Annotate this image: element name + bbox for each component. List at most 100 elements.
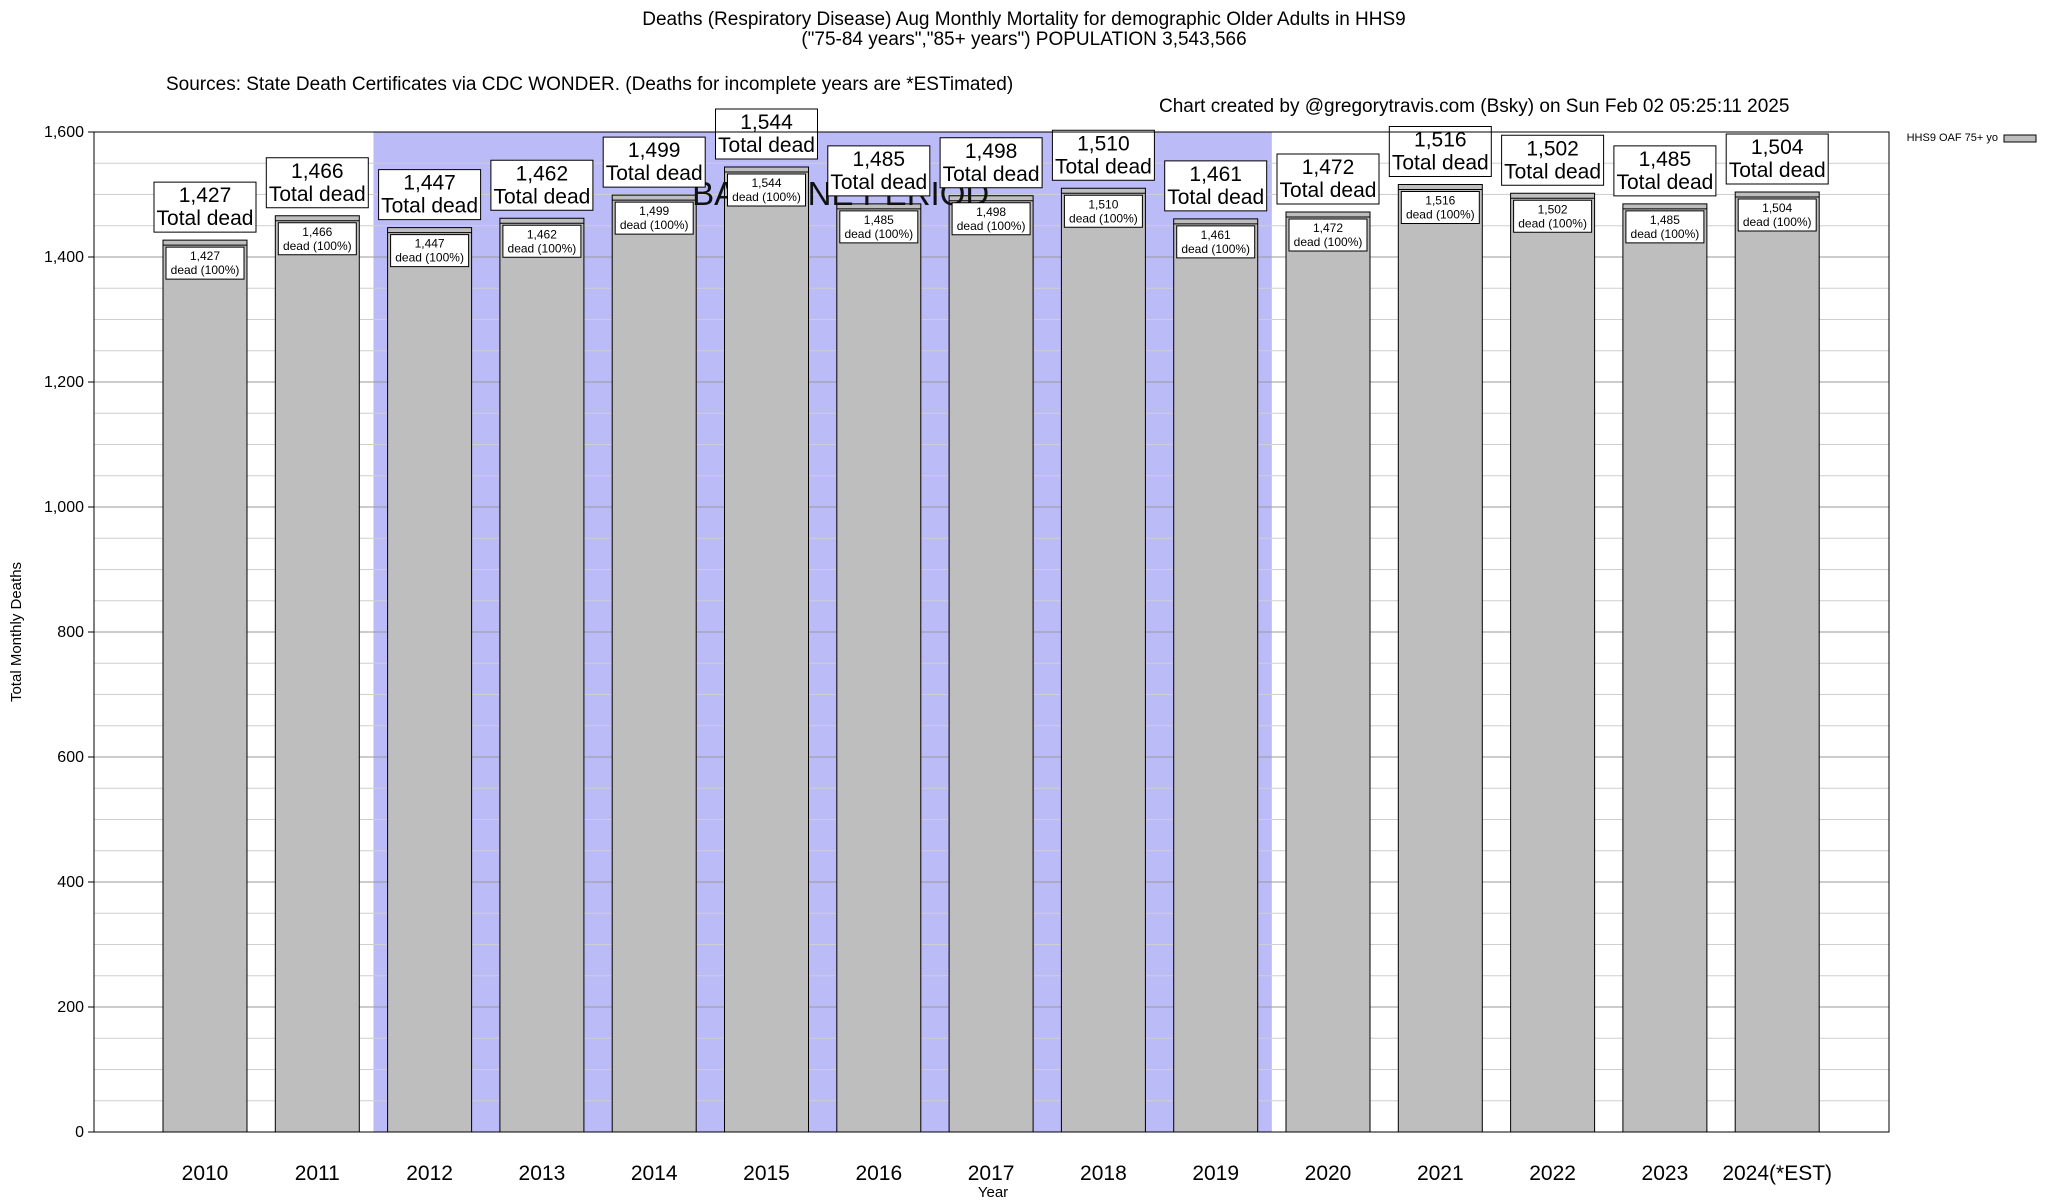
- inner-value-label: 1,502: [1538, 202, 1568, 216]
- x-tick-label: 2010: [182, 1162, 229, 1185]
- inner-value-label: 1,504: [1762, 201, 1792, 215]
- total-label-box: [715, 108, 818, 160]
- total-dead-label: Total dead: [269, 183, 366, 206]
- chart-credit: Chart created by @gregorytravis.com (Bsk…: [1159, 96, 1790, 117]
- inner-percent-label: dead (100%): [1069, 211, 1138, 225]
- inner-value-label: 1,427: [190, 249, 220, 263]
- total-label-box: [1501, 134, 1605, 186]
- y-tick-label: 0: [75, 1124, 84, 1141]
- total-dead-label: Total dead: [1280, 179, 1377, 202]
- bar: [611, 194, 697, 1133]
- bar: [1285, 211, 1371, 1133]
- total-dead-label: Total dead: [1729, 159, 1826, 182]
- chart-sources: Sources: State Death Certificates via CD…: [166, 74, 1014, 95]
- total-label-box: [1613, 145, 1717, 197]
- total-dead-label: Total dead: [606, 162, 703, 185]
- inner-label-box: [614, 201, 694, 235]
- total-value-label: 1,544: [740, 111, 793, 134]
- inner-percent-label: dead (100%): [395, 251, 464, 265]
- bars-layer: [162, 166, 1820, 1133]
- x-tick-label: 2023: [1642, 1162, 1689, 1185]
- bar: [1060, 187, 1146, 1133]
- total-label-box: [153, 181, 257, 233]
- inner-percent-label: dead (100%): [1631, 227, 1700, 241]
- x-tick-label: 2013: [519, 1162, 566, 1185]
- bar: [162, 239, 248, 1133]
- inner-value-label: 1,472: [1313, 221, 1343, 235]
- inner-label-box: [727, 173, 806, 207]
- bar: [1510, 192, 1596, 1133]
- total-dead-label: Total dead: [1167, 186, 1264, 209]
- legend-swatch: [2003, 134, 2037, 143]
- inner-value-label: 1,485: [864, 213, 894, 227]
- total-value-label: 1,472: [1302, 156, 1355, 179]
- inner-value-label: 1,516: [1425, 194, 1455, 208]
- chart-title: Deaths (Respiratory Disease) Aug Monthly…: [642, 9, 1406, 30]
- total-label-box: [490, 159, 594, 211]
- inner-value-label: 1,462: [527, 227, 557, 241]
- x-tick-label: 2011: [295, 1162, 340, 1185]
- x-tick-label: 2024(*EST): [1722, 1162, 1832, 1185]
- inner-label-box: [1400, 191, 1480, 224]
- axis-layer: 2010 2011 2012 2013 2014 2015 2016 2017 2018 2019…: [8, 124, 1890, 1200]
- inner-value-label: 1,485: [1650, 213, 1680, 227]
- x-tick-label: 2021: [1417, 1162, 1464, 1185]
- inner-label-box: [1176, 225, 1256, 259]
- inner-label-box: [277, 222, 357, 256]
- inner-percent-label: dead (100%): [1181, 242, 1250, 256]
- total-value-label: 1,499: [628, 139, 681, 162]
- total-value-label: 1,498: [965, 140, 1018, 163]
- bar: [499, 217, 585, 1133]
- total-dead-label: Total dead: [381, 195, 478, 218]
- inner-value-label: 1,498: [976, 205, 1006, 219]
- inner-value-label: 1,510: [1088, 197, 1118, 211]
- inner-label-box: [1737, 198, 1817, 232]
- inner-label-box: [390, 234, 470, 268]
- total-value-label: 1,447: [403, 172, 456, 195]
- total-label-box: [602, 136, 706, 188]
- inner-value-label: 1,447: [415, 237, 445, 251]
- inner-label-box: [1625, 210, 1705, 244]
- inner-percent-label: dead (100%): [508, 241, 577, 255]
- y-tick-label: 600: [57, 749, 84, 766]
- total-label-box: [939, 137, 1043, 189]
- inner-label-box: [1063, 194, 1143, 228]
- total-dead-label: Total dead: [718, 134, 815, 157]
- x-tick-label: 2022: [1529, 1162, 1576, 1185]
- inner-percent-label: dead (100%): [732, 190, 801, 204]
- inner-percent-label: dead (100%): [1406, 208, 1475, 222]
- y-tick-label: 1,200: [44, 374, 84, 391]
- x-tick-label: 2020: [1305, 1162, 1352, 1185]
- total-value-label: 1,461: [1189, 163, 1242, 186]
- inner-percent-label: dead (100%): [1294, 235, 1363, 249]
- bar: [1173, 218, 1259, 1133]
- total-label-box: [1388, 126, 1492, 177]
- inner-percent-label: dead (100%): [844, 227, 913, 241]
- inner-label-box: [502, 224, 582, 258]
- total-value-label: 1,485: [1639, 148, 1692, 171]
- inner-percent-label: dead (100%): [1518, 216, 1587, 230]
- x-tick-label: 2017: [968, 1162, 1015, 1185]
- x-tick-label: 2019: [1192, 1162, 1239, 1185]
- total-value-label: 1,466: [291, 160, 344, 183]
- y-tick-label: 400: [57, 874, 84, 891]
- bar: [274, 215, 360, 1133]
- x-tick-label: 2012: [406, 1162, 453, 1185]
- total-dead-label: Total dead: [157, 207, 254, 230]
- bar: [948, 195, 1034, 1133]
- inner-value-label: 1,544: [751, 176, 781, 190]
- chart-subtitle: ("75-84 years","85+ years") POPULATION 3…: [801, 29, 1247, 50]
- total-label-box: [1725, 133, 1829, 185]
- total-label-box: [827, 145, 931, 197]
- total-dead-label: Total dead: [1392, 152, 1489, 175]
- total-label-box: [1164, 160, 1268, 212]
- x-tick-label: 2018: [1080, 1162, 1127, 1185]
- total-value-label: 1,462: [516, 162, 569, 185]
- inner-label-box: [1288, 218, 1368, 252]
- total-value-label: 1,516: [1414, 129, 1467, 152]
- y-tick-label: 1,400: [44, 249, 84, 266]
- total-label-box: [1276, 153, 1380, 205]
- total-dead-label: Total dead: [493, 185, 590, 208]
